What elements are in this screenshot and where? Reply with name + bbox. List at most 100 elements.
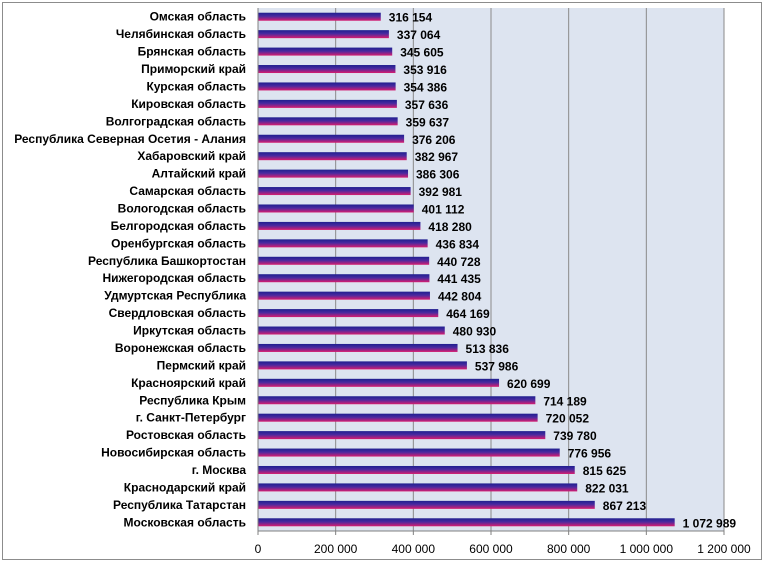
bar: [258, 309, 439, 318]
bar: [258, 134, 405, 143]
bar: [258, 99, 397, 108]
bar: [258, 483, 578, 492]
bar: [258, 326, 445, 335]
x-tick-label: 1 000 000: [620, 542, 674, 556]
gridlines: [335, 8, 725, 531]
value-label: 359 637: [406, 115, 450, 129]
value-label: 815 625: [583, 464, 627, 478]
value-label: 714 189: [543, 394, 587, 408]
bar: [258, 117, 398, 126]
category-label: Республика Татарстан: [113, 498, 246, 512]
category-labels: Омская область Челябинская область Брянска…: [14, 10, 246, 530]
bar: [258, 274, 430, 283]
value-label: 354 386: [404, 80, 448, 94]
bars: [258, 12, 675, 527]
value-label: 513 836: [466, 342, 510, 356]
value-label: 720 052: [546, 412, 590, 426]
category-label: Брянская область: [138, 45, 246, 59]
category-label: Воронежская область: [115, 341, 246, 355]
category-label: Удмуртская Республика: [104, 289, 246, 303]
category-label: Республика Башкортостан: [88, 254, 246, 268]
category-label: Челябинская область: [116, 27, 246, 41]
category-label: Оренбургская область: [111, 236, 246, 250]
category-label: Красноярский край: [131, 376, 246, 390]
value-label: 441 435: [437, 272, 481, 286]
category-label: Кировская область: [131, 97, 246, 111]
category-label: Курская область: [146, 79, 246, 93]
bar: [258, 361, 467, 370]
value-label: 382 967: [415, 150, 459, 164]
bar: [258, 30, 389, 39]
bar: [258, 12, 381, 21]
value-label: 401 112: [422, 202, 465, 216]
bar: [258, 256, 430, 265]
value-label: 776 956: [568, 447, 612, 461]
category-label: Московская область: [124, 515, 246, 529]
bar: [258, 47, 393, 56]
category-label: Пермский край: [157, 358, 246, 372]
bar: [258, 204, 414, 213]
bar: [258, 169, 409, 178]
x-tick-label: 600 000: [469, 542, 513, 556]
category-label: Алтайский край: [152, 167, 246, 181]
x-tick-label: 1 200 000: [697, 542, 751, 556]
bar: [258, 413, 538, 422]
bar: [258, 239, 428, 248]
bar: [258, 65, 396, 74]
value-label: 442 804: [438, 290, 482, 304]
bar: [258, 152, 407, 161]
bar: [258, 465, 575, 474]
x-tick-label: 400 000: [392, 542, 436, 556]
value-label: 739 780: [553, 429, 597, 443]
category-label: Республика Крым: [139, 393, 246, 407]
category-label: Хабаровский край: [137, 149, 246, 163]
x-tick-label: 800 000: [547, 542, 591, 556]
category-label: Республика Северная Осетия - Алания: [14, 132, 246, 146]
bar: [258, 343, 458, 352]
category-label: Омская область: [150, 10, 246, 24]
bar: [258, 378, 500, 387]
bar: [258, 291, 430, 300]
value-label: 537 986: [475, 359, 519, 373]
x-tick-label: 0: [255, 542, 262, 556]
category-label: г. Санкт-Петербург: [136, 411, 246, 425]
x-axis-ticks: 0 200 000 400 000 600 000 800 000 1 000 000 1 …: [255, 531, 751, 556]
value-label: 392 981: [419, 185, 463, 199]
category-label: Вологодская область: [118, 201, 246, 215]
category-label: Ростовская область: [126, 428, 246, 442]
category-label: Белгородская область: [111, 219, 246, 233]
x-tick-label: 200 000: [314, 542, 358, 556]
category-label: Свердловская область: [109, 306, 246, 320]
bar: [258, 518, 675, 527]
value-label: 337 064: [397, 28, 441, 42]
category-label: Новосибирская область: [101, 446, 246, 460]
bar: [258, 396, 536, 405]
bar: [258, 82, 396, 91]
bar: [258, 221, 421, 230]
category-label: Самарская область: [129, 184, 246, 198]
value-label: 353 916: [403, 63, 447, 77]
value-label: 1 072 989: [683, 516, 737, 530]
value-label: 867 213: [603, 499, 647, 513]
category-label: Нижегородская область: [102, 271, 246, 285]
value-label: 480 930: [453, 325, 497, 339]
category-label: г. Москва: [192, 463, 247, 477]
category-label: Волгоградская область: [106, 114, 246, 128]
category-label: Иркутская область: [133, 324, 246, 338]
value-label: 464 169: [446, 307, 490, 321]
value-label: 436 834: [436, 237, 480, 251]
value-labels: 316 154 337 064 345 605 353 916 354 386 357 6…: [389, 11, 737, 531]
bar: [258, 431, 546, 440]
bar: [258, 187, 411, 196]
value-label: 822 031: [585, 481, 629, 495]
value-label: 357 636: [405, 98, 449, 112]
value-label: 345 605: [400, 46, 444, 60]
value-label: 440 728: [437, 255, 481, 269]
bar: [258, 500, 595, 509]
value-label: 620 699: [507, 377, 551, 391]
value-label: 418 280: [428, 220, 472, 234]
value-label: 386 306: [416, 168, 460, 182]
category-label: Краснодарский край: [124, 480, 246, 494]
category-label: Приморский край: [141, 62, 246, 76]
